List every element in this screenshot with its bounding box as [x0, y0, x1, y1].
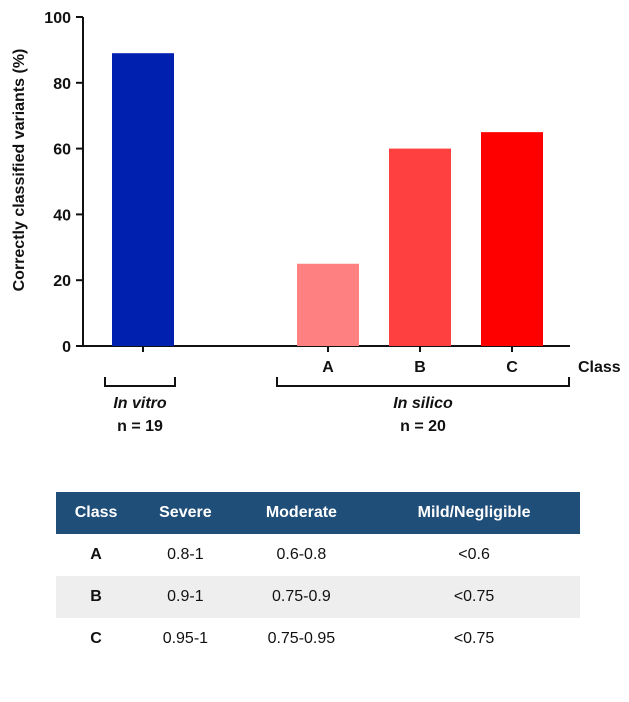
- y-tick-label: 60: [53, 142, 71, 159]
- bars: [112, 53, 543, 346]
- table-header-cell: Mild/Negligible: [368, 492, 580, 534]
- table-row: C 0.95-1 0.75-0.95 <0.75: [56, 618, 580, 660]
- table-cell: C: [90, 630, 102, 647]
- table-cell: B: [56, 576, 137, 618]
- group-bracket: [104, 377, 176, 387]
- group-label: In silico: [393, 395, 453, 412]
- x-ticks: A B C: [142, 346, 518, 376]
- table-cell: 0.75-0.95: [267, 630, 336, 647]
- x-tick-label: B: [414, 359, 426, 376]
- y-tick-label: 0: [62, 339, 71, 356]
- bar: [481, 132, 543, 346]
- table-cell: 0.6-0.8: [276, 546, 327, 563]
- table-cell: <0.6: [458, 546, 490, 563]
- x-tick-label: A: [322, 359, 334, 376]
- table-header-cell: Moderate: [234, 492, 369, 534]
- group-brackets: In vitro n = 19 In silico n = 20: [104, 377, 570, 435]
- table-cell: <0.75: [368, 576, 580, 618]
- group-label: In vitro: [113, 395, 167, 412]
- table-cell: 0.9-1: [136, 576, 235, 618]
- table-cell: 0.8-1: [167, 546, 204, 563]
- class-threshold-table: Class Severe Moderate Mild/Negligible A 0.8-…: [56, 492, 580, 660]
- bar-chart: 0 20 40 60 80 100 A B C In vitro n = 19 In silico…: [11, 10, 621, 435]
- table-cell: 0.75-0.9: [234, 576, 369, 618]
- y-axis-title: Correctly classified variants (%): [11, 49, 28, 292]
- table-cell: A: [90, 546, 102, 563]
- table-cell: <0.75: [453, 630, 495, 647]
- bar: [297, 263, 359, 346]
- table-header-cell: Class: [56, 492, 137, 534]
- table-cell: 0.95-1: [162, 630, 209, 647]
- y-tick-label: 40: [53, 207, 71, 224]
- bar: [389, 148, 451, 346]
- table-header-cell: Severe: [136, 492, 235, 534]
- table-row: B 0.9-1 0.75-0.9 <0.75: [56, 576, 580, 618]
- y-ticks: 0 20 40 60 80 100: [44, 10, 83, 356]
- group-bracket: [276, 377, 570, 387]
- y-tick-label: 100: [44, 10, 71, 27]
- y-tick-label: 20: [53, 273, 71, 290]
- group-sample-size: n = 20: [400, 418, 446, 435]
- table-header-row: Class Severe Moderate Mild/Negligible: [56, 492, 580, 534]
- x-tick-label: C: [506, 359, 518, 376]
- y-tick-label: 80: [53, 76, 71, 93]
- x-axis-title: Class: [578, 359, 621, 376]
- bar: [112, 53, 174, 346]
- table-row: A 0.8-1 0.6-0.8 <0.6: [56, 534, 580, 576]
- group-sample-size: n = 19: [117, 418, 163, 435]
